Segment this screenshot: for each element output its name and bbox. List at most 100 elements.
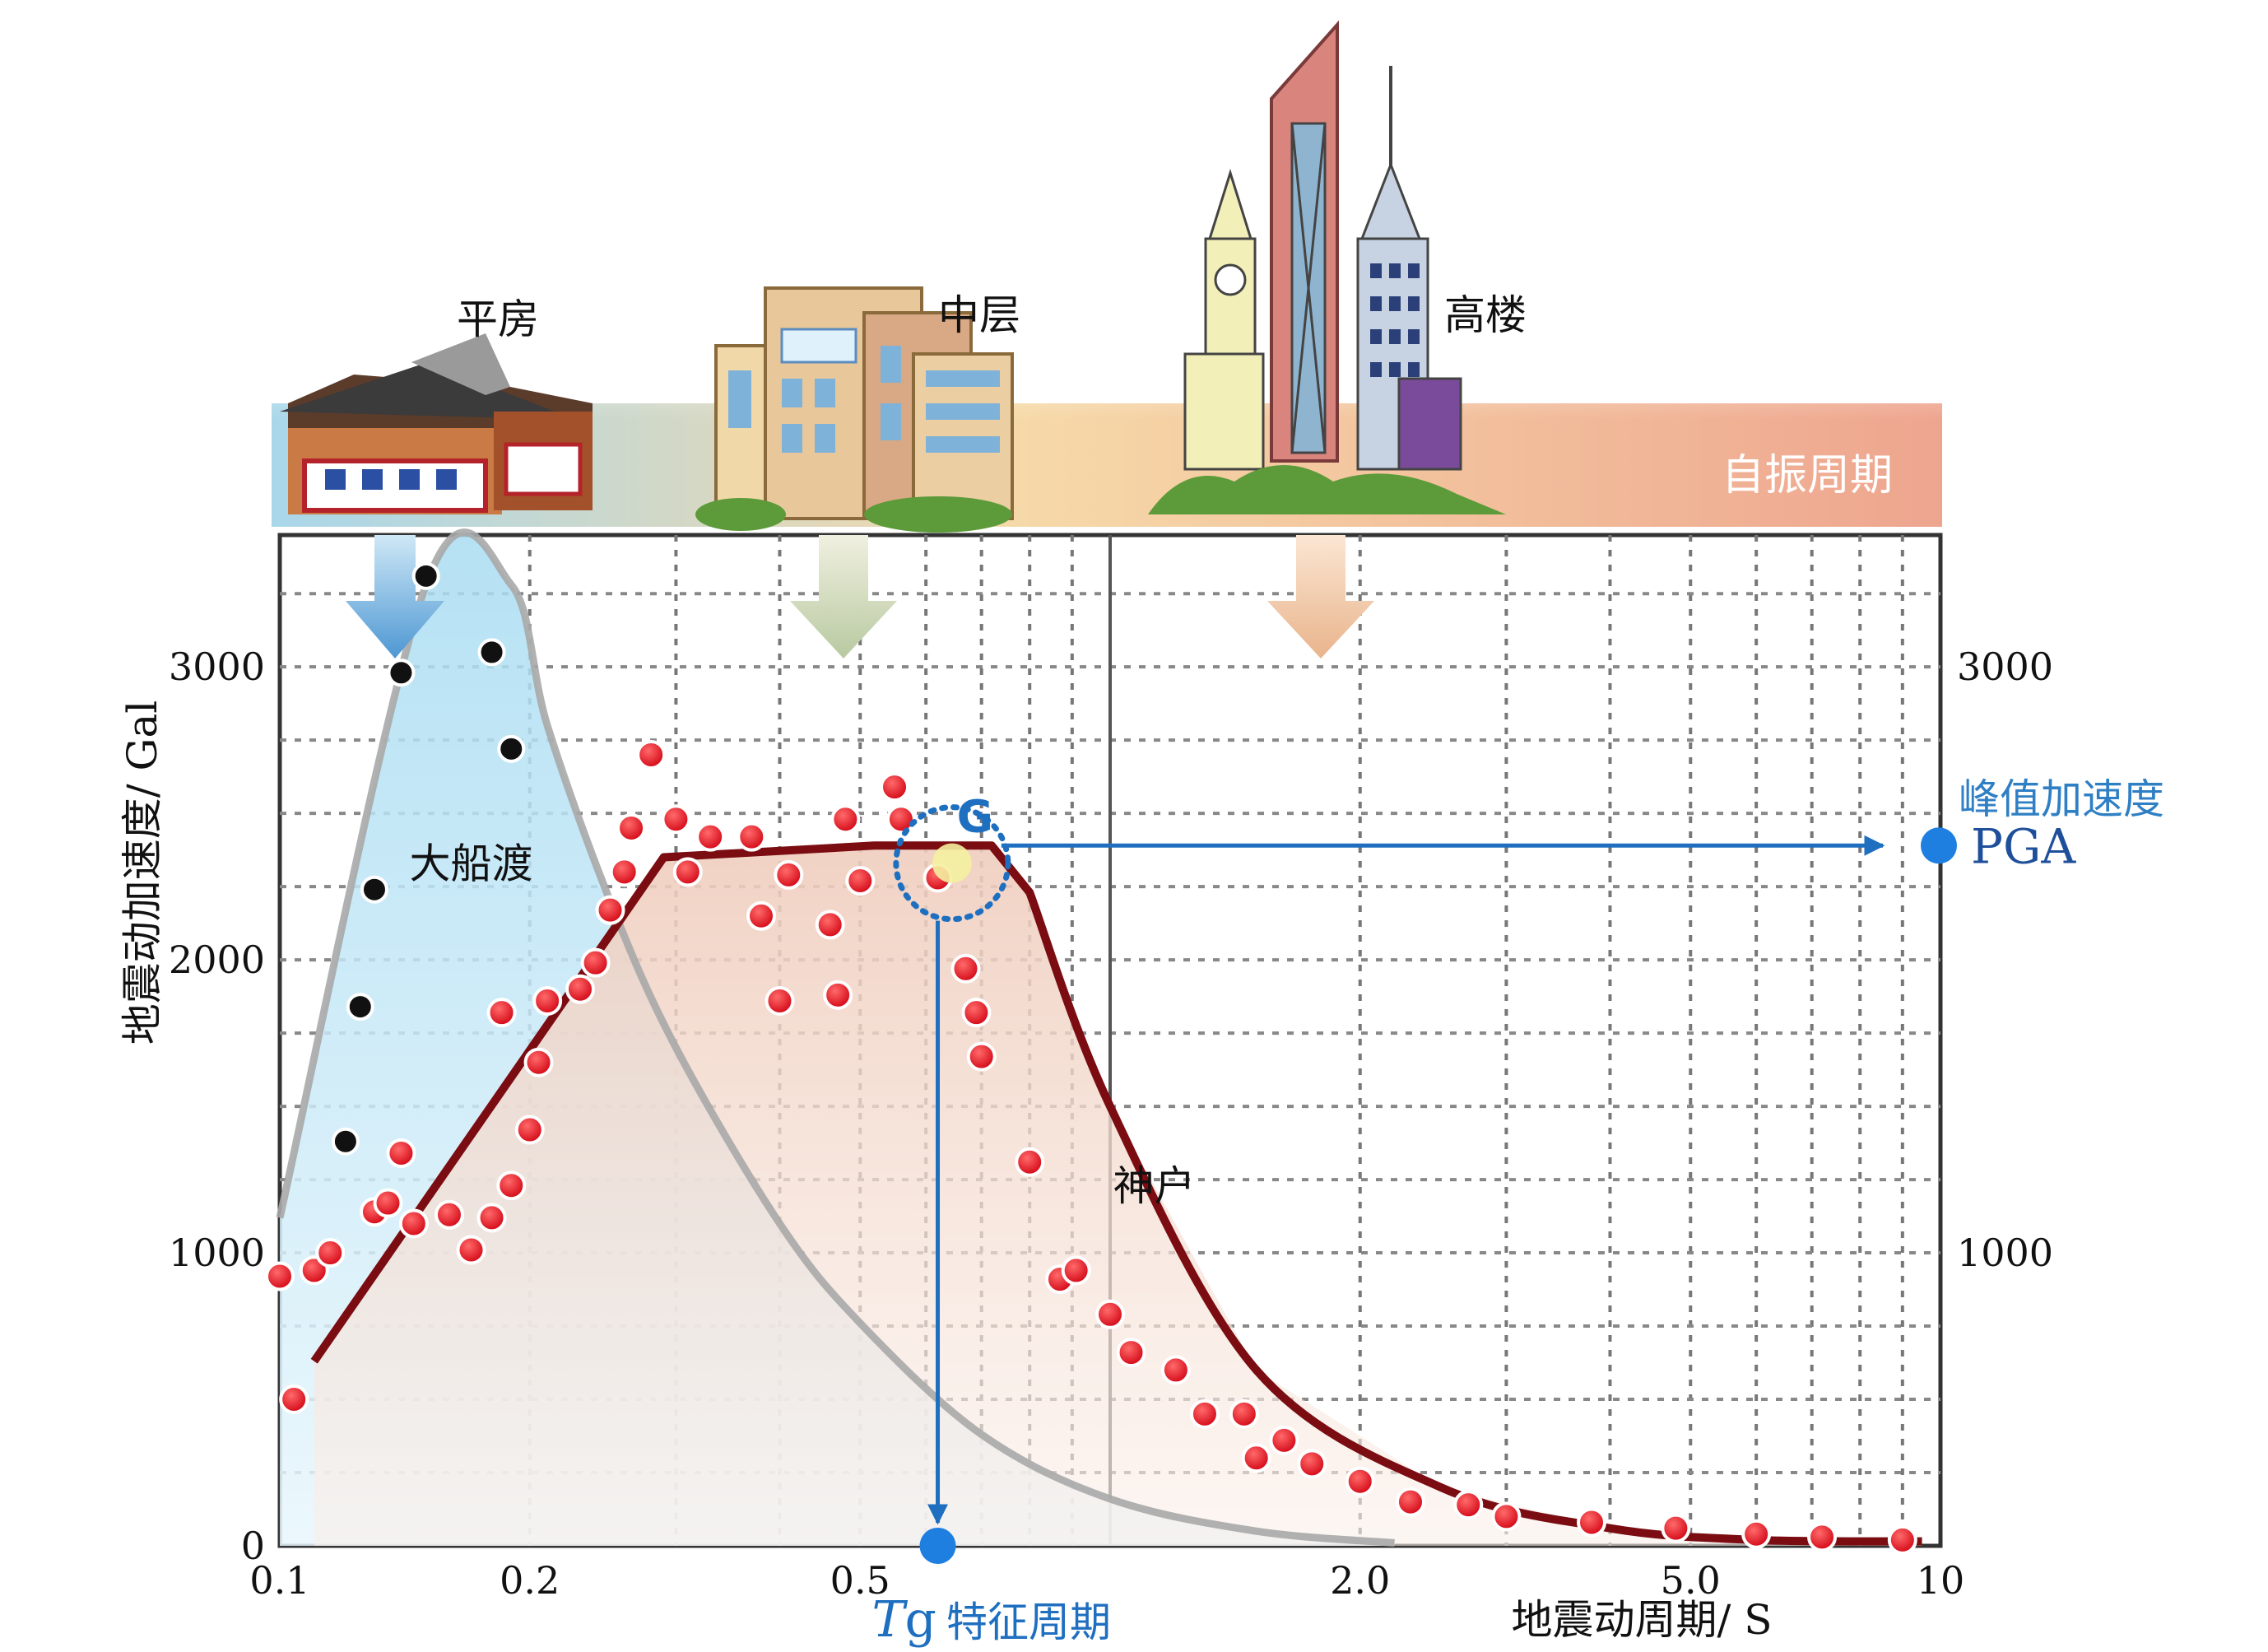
- kobe-curve-label: 神户: [1113, 1162, 1196, 1210]
- kobe-data-point: [636, 739, 667, 770]
- pga-english-label: PGA: [1971, 819, 2076, 875]
- kobe-data-point: [661, 804, 691, 835]
- kobe-data-point: [1160, 1355, 1191, 1385]
- kobe-data-point: [580, 947, 611, 978]
- kobe-data-point: [880, 772, 910, 803]
- midrise-illustration: [695, 286, 1014, 533]
- kobe-data-point: [1395, 1487, 1425, 1517]
- y-tick-label-left: 3000: [169, 645, 265, 689]
- y-tick-label-left: 1000: [169, 1231, 265, 1275]
- kobe-data-point: [1345, 1466, 1375, 1496]
- ofunato-data-point: [477, 638, 506, 667]
- midrise-arrow-icon: [790, 535, 897, 658]
- x-tick-label: 0.1: [249, 1558, 309, 1603]
- ofunato-data-point: [411, 561, 440, 590]
- kobe-data-point: [398, 1208, 429, 1239]
- kobe-data-point: [1577, 1507, 1607, 1538]
- data-points: [265, 561, 1917, 1555]
- kobe-data-point: [1189, 1398, 1220, 1429]
- kobe-data-point: [565, 974, 595, 1004]
- x-tick-label: 2.0: [1330, 1558, 1390, 1603]
- kobe-data-point: [386, 1138, 416, 1169]
- x-tick-label: 5.0: [1661, 1558, 1721, 1603]
- kobe-data-point: [1491, 1501, 1522, 1532]
- kobe-data-point: [456, 1235, 486, 1265]
- ofunato-data-point: [387, 658, 416, 687]
- kobe-data-point: [765, 985, 795, 1016]
- axis-ticks: 0.1 0.2 0.5 2.0 5.0 10 0 1000 2000 3000 1000 3000: [169, 645, 2053, 1603]
- point-g-highlight: [932, 843, 972, 883]
- x-axis-title: 地震动周期/ S: [1512, 1596, 1773, 1644]
- period-band-label: 自振周期: [1722, 451, 1893, 500]
- ofunato-data-point: [346, 993, 374, 1021]
- kobe-data-point: [950, 953, 981, 984]
- kobe-data-point: [514, 1115, 545, 1145]
- highrise-arrow-icon: [1267, 535, 1374, 658]
- kobe-data-point: [774, 859, 804, 890]
- kobe-area: [314, 845, 1922, 1546]
- kobe-data-point: [823, 980, 853, 1010]
- kobe-data-point: [672, 857, 703, 887]
- kobe-data-point: [373, 1188, 403, 1218]
- ofunato-data-point: [360, 875, 388, 904]
- tg-chinese: 特征周期: [946, 1598, 1111, 1646]
- kobe-data-point: [486, 998, 517, 1028]
- kobe-data-point: [532, 985, 563, 1016]
- kobe-data-point: [1241, 1443, 1271, 1473]
- kobe-data-point: [1453, 1490, 1484, 1520]
- kobe-data-point: [885, 804, 916, 835]
- x-tick-label: 0.5: [830, 1558, 890, 1603]
- kobe-data-point: [476, 1203, 507, 1233]
- ofunato-data-point: [331, 1127, 360, 1156]
- annotations: [893, 804, 1957, 1564]
- kobe-data-point: [496, 1170, 527, 1201]
- kobe-data-point: [609, 857, 639, 887]
- label-midrise: 中层: [938, 291, 1020, 339]
- kobe-data-point: [845, 866, 876, 896]
- pga-chinese-label: 峰值加速度: [1959, 775, 2164, 823]
- kobe-data-point: [279, 1384, 309, 1415]
- y-axis-title: 地震动加速度/ Gal: [119, 700, 166, 1045]
- ofunato-data-point: [497, 734, 526, 763]
- y-tick-label-right: 1000: [1957, 1231, 2053, 1275]
- kobe-data-point: [1095, 1299, 1125, 1329]
- tg-subscript: g: [905, 1591, 936, 1649]
- kobe-data-point: [1229, 1398, 1259, 1429]
- spectrum-fills: [280, 532, 1922, 1546]
- tg-dot: [919, 1528, 956, 1564]
- kobe-data-point: [1807, 1522, 1838, 1552]
- kobe-data-point: [695, 821, 726, 852]
- label-bungalow: 平房: [457, 295, 539, 343]
- kobe-data-point: [315, 1238, 346, 1268]
- kobe-data-point: [1061, 1255, 1091, 1286]
- kobe-data-point: [616, 812, 647, 843]
- x-tick-label: 10: [1917, 1558, 1965, 1603]
- ofunato-curve-label: 大船渡: [410, 840, 533, 887]
- kobe-data-point: [265, 1261, 295, 1291]
- kobe-data-point: [523, 1047, 554, 1077]
- point-g-label: G: [957, 791, 993, 843]
- y-tick-label-right: 3000: [1957, 645, 2053, 689]
- kobe-data-point: [966, 1041, 997, 1072]
- tg-symbol: T: [872, 1591, 909, 1649]
- x-tick-label: 0.2: [500, 1558, 560, 1603]
- y-tick-label-left: 2000: [169, 938, 265, 982]
- kobe-data-point: [1887, 1524, 1917, 1555]
- bungalow-illustration: [280, 333, 593, 514]
- y-tick-label-left: 0: [241, 1524, 265, 1568]
- label-highrise: 高楼: [1444, 291, 1527, 339]
- pga-dot: [1921, 827, 1957, 864]
- highrise-illustration: [1148, 20, 1506, 514]
- kobe-data-point: [1269, 1425, 1299, 1455]
- kobe-data-point: [1741, 1519, 1772, 1549]
- bungalow-arrow-icon: [346, 535, 444, 658]
- kobe-data-point: [1116, 1338, 1146, 1368]
- kobe-data-point: [815, 910, 845, 940]
- kobe-data-point: [434, 1199, 464, 1230]
- kobe-data-point: [1297, 1449, 1327, 1479]
- kobe-data-point: [595, 895, 625, 925]
- kobe-data-point: [746, 900, 777, 931]
- kobe-data-point: [1015, 1147, 1045, 1177]
